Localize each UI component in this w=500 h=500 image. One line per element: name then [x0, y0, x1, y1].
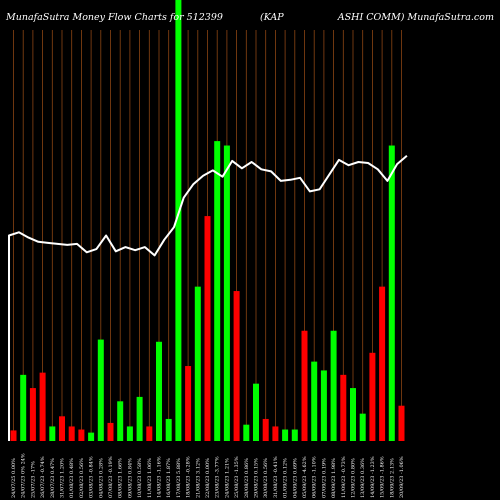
x-tick-label: 23/08/23 -3.77%	[215, 456, 221, 498]
bar	[49, 426, 56, 441]
header-left: MunafaSutra Money Flow Charts for 512399	[5, 12, 223, 23]
bar	[301, 330, 308, 441]
x-tick-label: 14/09/23 -1.23%	[370, 456, 376, 498]
bar	[282, 429, 289, 441]
x-tick-label: 01/09/23 0.12%	[283, 458, 289, 498]
bar	[214, 141, 221, 441]
x-tick-label: 07/09/23 0.19%	[321, 458, 327, 498]
x-tick-label: 25/08/23 -1.35%	[234, 456, 240, 498]
x-tick-label: 29/08/23 0.15%	[254, 458, 260, 498]
bar	[379, 286, 386, 441]
x-tick-label: 11/09/23 -0.73%	[341, 456, 347, 498]
x-tick-label: 15/09/23 -1.86%	[380, 456, 386, 498]
flow-line	[8, 154, 408, 441]
bar	[369, 352, 376, 441]
x-tick-label: 14/08/23 -1.16%	[157, 456, 163, 498]
x-tick-label: 03/08/23 -0.84%	[89, 456, 95, 498]
x-tick-label: 18/09/23 2.13%	[389, 458, 395, 498]
x-tick-label: 25/07/23 -17%	[30, 461, 36, 498]
x-tick-label: 05/09/23 -4.62%	[302, 456, 308, 498]
x-tick-label: 28/07/23 0.47%	[50, 458, 56, 498]
x-tick-label: 30/08/23 0.56%	[263, 458, 269, 498]
x-tick-label: 13/09/23 0.36%	[360, 458, 366, 498]
bar	[320, 370, 327, 441]
bar	[107, 422, 114, 441]
bar	[291, 429, 298, 441]
bar	[136, 396, 143, 441]
bar	[175, 0, 182, 441]
header-middle: (KAP	[260, 12, 284, 23]
bar	[223, 145, 230, 441]
x-tick-label: 08/08/23 1.66%	[118, 458, 124, 498]
bar	[10, 430, 17, 441]
x-tick-label: 10/08/23 0.58%	[137, 458, 143, 498]
x-tick-label: 31/08/23 -0.41%	[273, 456, 279, 498]
money-flow-line	[8, 154, 408, 441]
x-tick-label: 24/07/23 0% 24%	[21, 453, 27, 498]
bar	[340, 374, 347, 441]
x-tick-label: 22/08/23 0.00%	[205, 458, 211, 498]
x-tick-label: 18/08/23 -0.28%	[186, 456, 192, 498]
bar	[398, 405, 405, 441]
x-tick-label: 16/08/23 1.87%	[166, 458, 172, 498]
x-tick-label: 06/09/23 -1.10%	[312, 456, 318, 498]
header-right: ASHI COMM) MunafaSutra.com	[337, 12, 494, 23]
bar	[262, 418, 269, 441]
bar	[146, 426, 153, 441]
bar	[243, 424, 250, 441]
bar	[359, 413, 366, 441]
x-tick-label: 04/08/23 0.28%	[98, 458, 104, 498]
x-tick-label: 24/08/23 1.21%	[224, 458, 230, 498]
bar	[272, 426, 279, 441]
x-tick-label: 17/08/23 5.88%	[176, 458, 182, 498]
bar	[20, 374, 27, 441]
bar	[88, 432, 95, 441]
bar	[59, 416, 65, 441]
x-tick-label: 02/08/23 0.56%	[79, 458, 85, 498]
bar	[39, 372, 46, 441]
bar	[156, 341, 162, 441]
x-tick-label: 26/07/23 -0.74%	[40, 456, 46, 498]
bars	[10, 0, 405, 441]
x-tick-label: 07/08/23 -0.19%	[108, 456, 114, 498]
bar	[194, 286, 201, 441]
bar	[253, 383, 259, 441]
bar	[388, 145, 395, 441]
bar	[68, 426, 75, 441]
bar	[165, 418, 172, 441]
bar	[126, 426, 133, 441]
bar	[117, 401, 124, 441]
bar	[330, 330, 337, 441]
x-tick-label: 12/09/23 0.80%	[351, 458, 357, 498]
bar	[185, 366, 192, 441]
bar	[78, 429, 85, 441]
x-tick-label: 01/08/23 0.48%	[69, 458, 75, 498]
x-tick-label: 20/09/23 -1.06%	[399, 456, 405, 498]
bar	[311, 361, 318, 441]
x-tick-label: 11/08/23 1.06%	[147, 458, 153, 498]
bar	[97, 339, 104, 441]
x-tick-labels: 24/07/25 0.00% 24/07/23 0% 24% 25/07/23 -1…	[11, 453, 405, 498]
x-tick-label: 24/07/25 0.00%	[11, 458, 17, 498]
bar	[204, 216, 211, 441]
bar	[29, 388, 36, 441]
bar	[350, 388, 356, 441]
x-tick-label: 28/08/23 0.86%	[244, 458, 250, 498]
x-tick-label: 31/07/23 1.20%	[60, 458, 66, 498]
x-tick-label: 09/08/23 0.84%	[127, 458, 133, 498]
x-tick-label: 04/09/23 0.69%	[292, 458, 298, 498]
bar	[233, 291, 240, 441]
x-tick-label: 21/08/23 3.12%	[195, 458, 201, 498]
x-tick-label: 08/09/23 1.98%	[331, 458, 337, 498]
